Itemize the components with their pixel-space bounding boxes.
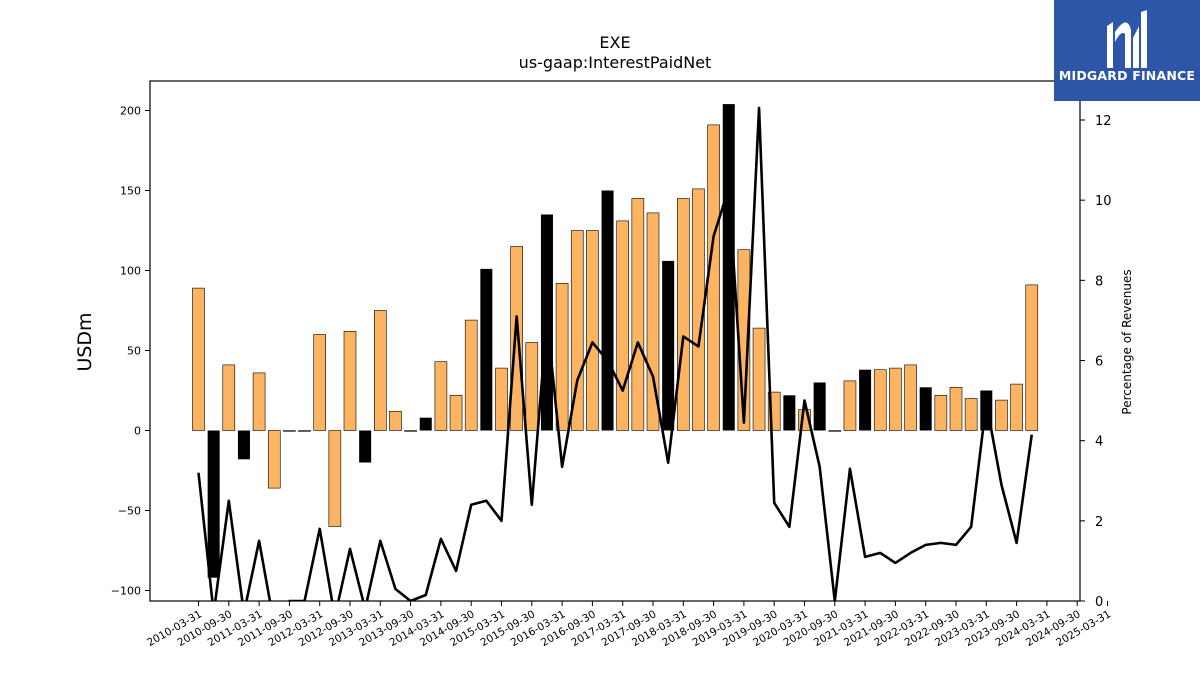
bar-quarter [843, 380, 857, 431]
y-tick-label: 200 [120, 105, 141, 118]
bar-quarter [949, 386, 963, 431]
bar-quarter [464, 319, 478, 431]
bar-quarter [889, 367, 902, 431]
bar-quarter [389, 410, 402, 431]
x-axis: 2010-03-312010-09-302011-03-312011-09-30… [145, 601, 1113, 649]
bar-quarter [676, 198, 690, 431]
left-axis: −100 −50 0 50 100 150 200 [111, 105, 150, 598]
bar-quarter [192, 287, 205, 431]
bar-quarter [404, 430, 417, 432]
chart-subtitle: us-gaap:InterestPaidNet [519, 53, 712, 72]
brand-logo: MIDGARD FINANCE [1054, 0, 1200, 101]
bar-annual [207, 430, 220, 578]
bar-quarter [495, 367, 508, 431]
bar-quarter [904, 364, 917, 431]
bar-quarter [707, 124, 720, 431]
bar-quarter [283, 430, 296, 432]
bar-quarter [646, 212, 660, 431]
bar-quarter [298, 430, 311, 432]
bar-quarter [631, 198, 645, 431]
bar-quarter [267, 430, 281, 489]
y-tick-label: 100 [120, 265, 141, 278]
bar-annual [813, 382, 826, 431]
y-tick-label: −50 [118, 505, 141, 518]
bar-quarter [570, 230, 584, 431]
bar-quarter [964, 398, 978, 431]
bar-quarter [222, 364, 236, 431]
bar-annual [359, 430, 372, 463]
y-tick-label: 0 [134, 425, 141, 438]
y2-tick-label: 12 [1095, 114, 1112, 129]
bar-annual [480, 268, 493, 431]
bar-annual [783, 395, 796, 431]
brand-name: MIDGARD FINANCE [1058, 68, 1196, 83]
y2-tick-label: 4 [1095, 435, 1103, 450]
y-tick-label: −100 [111, 585, 141, 598]
y2-tick-label: 8 [1095, 274, 1103, 289]
bar-quarter [555, 282, 569, 431]
bar-annual [419, 417, 432, 431]
bar-annual [601, 190, 614, 431]
bar-quarter [752, 327, 766, 431]
bar-series [192, 104, 1039, 578]
right-axis: 0 2 4 6 8 10 12 [1080, 114, 1112, 610]
bar-quarter [373, 310, 387, 431]
bar-quarter [616, 220, 630, 431]
y2-tick-label: 2 [1095, 515, 1103, 530]
y-tick-label: 150 [120, 185, 141, 198]
bar-quarter [328, 430, 342, 527]
bar-quarter [828, 430, 842, 432]
bar-annual [237, 430, 250, 460]
line-series [197, 106, 1034, 601]
bar-annual [859, 369, 872, 431]
bar-quarter [586, 230, 599, 431]
bar-quarter [510, 246, 523, 431]
bar-quarter [343, 330, 357, 431]
bar-quarter [995, 399, 1008, 431]
bar-quarter [525, 342, 539, 431]
y2-tick-label: 0 [1095, 595, 1103, 610]
bar-annual [662, 260, 675, 431]
chart-title: EXE [599, 33, 630, 52]
midgard-logo-icon [1107, 10, 1147, 68]
plot-frame [149, 80, 1081, 602]
bar-quarter [434, 361, 448, 431]
y2-tick-label: 10 [1095, 194, 1112, 209]
bar-quarter [1025, 284, 1039, 431]
bar-quarter [252, 372, 266, 431]
y-axis-label: USDm [74, 312, 96, 371]
bar-quarter [449, 394, 463, 431]
bar-quarter [313, 334, 327, 431]
revenue-percentage-line [197, 106, 1034, 601]
y2-tick-label: 6 [1095, 355, 1103, 370]
bar-quarter [1010, 383, 1023, 431]
y2-axis-label: Percentage of Revenues [1120, 269, 1134, 414]
bar-quarter [873, 369, 887, 431]
bar-annual [919, 387, 932, 431]
bar-quarter [934, 394, 948, 431]
bar-annual [722, 104, 735, 431]
y-tick-label: 50 [127, 345, 141, 358]
